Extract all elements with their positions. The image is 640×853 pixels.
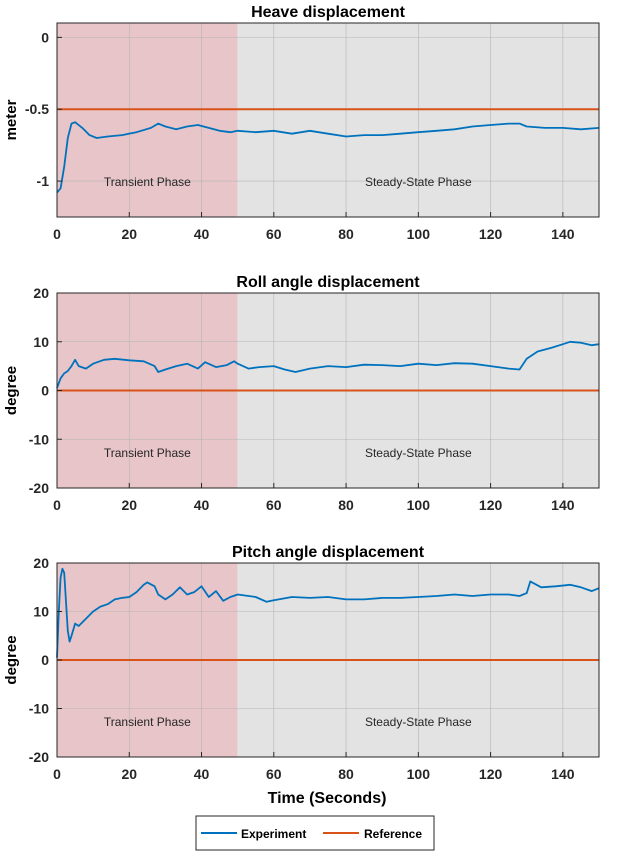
x-tick-label: 20 <box>121 497 137 513</box>
x-tick-label: 80 <box>338 226 354 242</box>
y-tick-label: -10 <box>29 431 49 447</box>
chart-panel-3: Transient Phase Steady-State Phase 0 20 40 60… <box>3 544 600 782</box>
y-tick-label: 10 <box>33 334 49 350</box>
y-tick-label: 20 <box>33 555 49 571</box>
x-tick-label: 0 <box>53 766 61 782</box>
y-axis-label: degree <box>3 366 20 415</box>
legend-reference-label: Reference <box>364 827 422 841</box>
x-tick-label: 60 <box>266 497 282 513</box>
x-tick-label: 40 <box>194 766 210 782</box>
y-tick-label: -0.5 <box>25 101 49 117</box>
y-tick-label: -1 <box>37 173 50 189</box>
x-tick-label: 60 <box>266 226 282 242</box>
y-tick-label: -20 <box>29 480 49 496</box>
y-tick-label: -20 <box>29 749 49 765</box>
x-tick-label: 20 <box>121 226 137 242</box>
chart-title: Heave displacement <box>251 4 406 21</box>
x-tick-label: 120 <box>479 497 503 513</box>
experiment-series-line <box>56 340 600 389</box>
x-tick-label: 120 <box>479 766 503 782</box>
chart-panel-2: Transient Phase Steady-State Phase 0 20 40 60… <box>3 274 600 513</box>
x-tick-label: 100 <box>407 226 431 242</box>
chart-panel-1: Transient Phase Steady-State Phase 0 20 40 60… <box>3 4 600 242</box>
x-tick-label: 100 <box>407 766 431 782</box>
chart-title: Roll angle displacement <box>236 274 420 291</box>
experiment-series-line <box>56 121 600 194</box>
transient-phase-label: Transient Phase <box>104 446 191 460</box>
x-tick-label: 40 <box>194 497 210 513</box>
legend[interactable]: Experiment Reference <box>195 815 435 851</box>
y-axis-label: meter <box>3 99 20 140</box>
y-axis-label: degree <box>3 635 20 684</box>
y-tick-label: -10 <box>29 701 49 717</box>
x-tick-label: 60 <box>266 766 282 782</box>
y-tick-label: 20 <box>33 285 49 301</box>
x-axis-label: Time (Seconds) <box>268 790 387 807</box>
y-tick-label: 0 <box>41 383 49 399</box>
chart-title: Pitch angle displacement <box>232 544 425 561</box>
x-tick-label: 80 <box>338 766 354 782</box>
y-tick-label: 0 <box>41 29 49 45</box>
legend-experiment-label: Experiment <box>241 827 306 841</box>
steady-state-phase-label: Steady-State Phase <box>365 715 472 729</box>
transient-phase-label: Transient Phase <box>104 175 191 189</box>
x-tick-label: 140 <box>551 226 575 242</box>
transient-phase-label: Transient Phase <box>104 715 191 729</box>
x-tick-label: 140 <box>551 497 575 513</box>
y-tick-label: 0 <box>41 652 49 668</box>
x-tick-label: 40 <box>194 226 210 242</box>
experiment-series-line <box>56 567 600 658</box>
steady-state-phase-label: Steady-State Phase <box>365 175 472 189</box>
x-tick-label: 20 <box>121 766 137 782</box>
x-tick-label: 80 <box>338 497 354 513</box>
steady-state-phase-label: Steady-State Phase <box>365 446 472 460</box>
x-tick-label: 100 <box>407 497 431 513</box>
y-tick-label: 10 <box>33 604 49 620</box>
x-tick-label: 140 <box>551 766 575 782</box>
transient-region <box>57 23 238 217</box>
axes-box <box>56 22 600 218</box>
x-tick-label: 0 <box>53 226 61 242</box>
x-tick-label: 120 <box>479 226 503 242</box>
x-tick-label: 0 <box>53 497 61 513</box>
